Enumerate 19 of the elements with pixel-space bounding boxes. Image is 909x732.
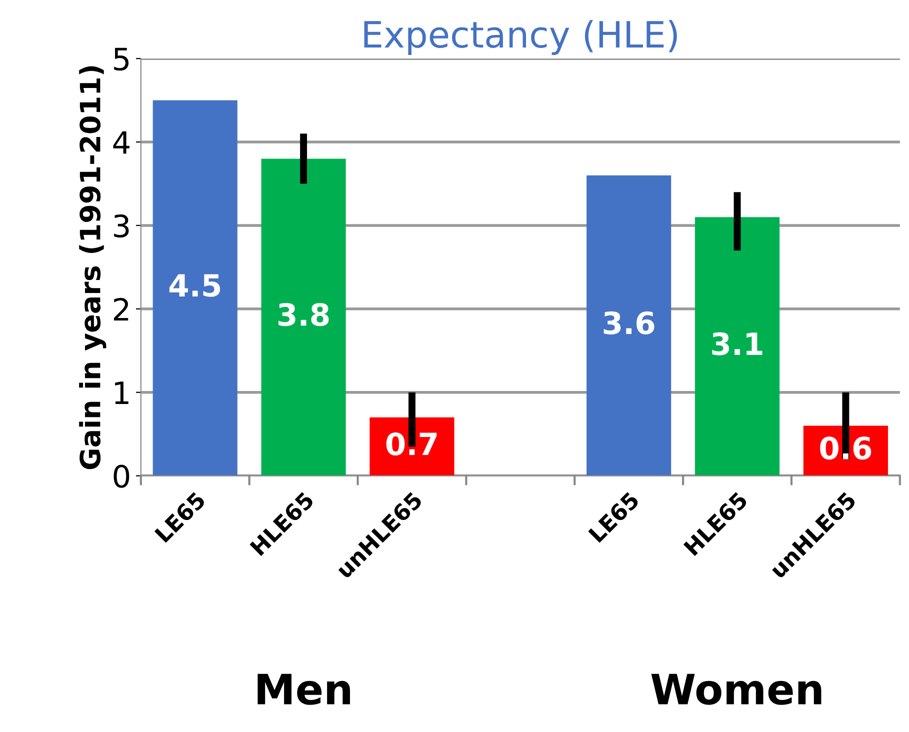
data-label: 3.8 — [278, 303, 329, 326]
data-label: 0.7 — [386, 432, 437, 456]
y-tick-label: 2 — [114, 298, 128, 321]
data-label: 3.1 — [712, 332, 762, 356]
y-tick-label: 0 — [114, 464, 130, 488]
bar — [586, 175, 672, 476]
y-tick-label: 5 — [114, 48, 129, 71]
bar — [694, 217, 780, 476]
data-label: 4.5 — [169, 274, 220, 297]
y-tick-label: 1 — [115, 382, 128, 404]
y-tick-label: 3 — [114, 214, 129, 238]
data-label: 3.6 — [604, 311, 654, 334]
y-axis-title: Gain in years (1991-2011) — [79, 66, 106, 470]
text: Men — [258, 674, 350, 705]
bar — [261, 158, 346, 476]
y-tick-label: 4 — [113, 131, 130, 154]
text: Women — [651, 674, 822, 705]
bar — [152, 100, 238, 476]
chart-title: Expectancy (HLE) — [364, 20, 677, 55]
